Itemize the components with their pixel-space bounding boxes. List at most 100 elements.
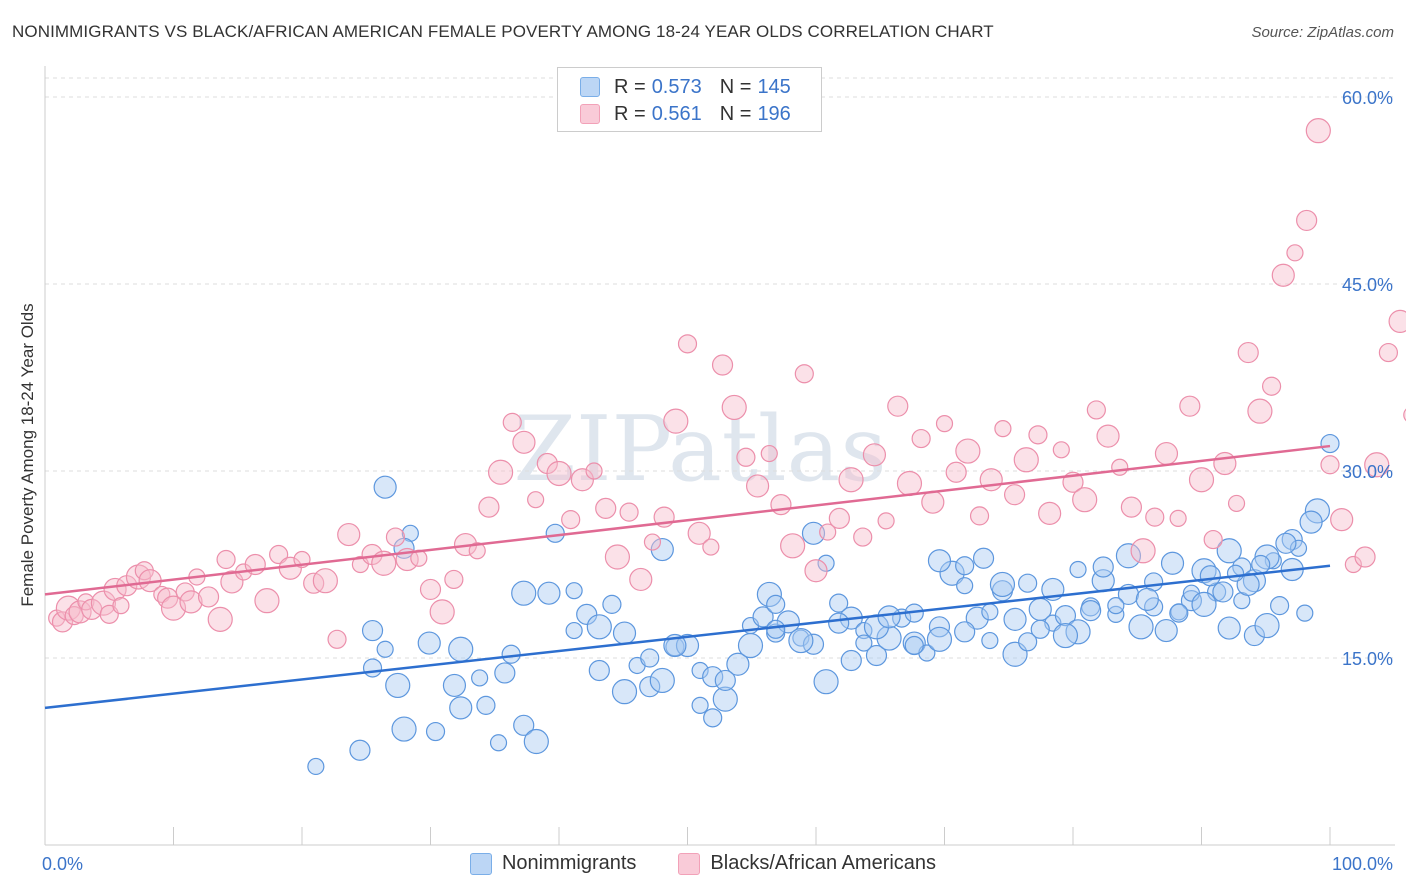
scatter-point <box>649 667 675 694</box>
scatter-point <box>853 527 873 547</box>
scatter-point <box>1299 510 1323 534</box>
scatter-point <box>691 661 709 680</box>
scatter-point <box>602 594 622 614</box>
scatter-point <box>1169 603 1189 623</box>
scatter-point <box>911 428 931 449</box>
scatter-point <box>565 582 583 600</box>
scatter-point <box>269 544 289 565</box>
scatter-point <box>512 430 536 454</box>
scatter-point <box>643 533 662 551</box>
scatter-point <box>487 459 514 485</box>
scatter-point <box>752 606 774 628</box>
scatter-point <box>1296 604 1314 622</box>
legend-r-key: R = <box>614 102 646 125</box>
legend-r-key: R = <box>614 75 646 98</box>
scatter-point <box>468 542 486 560</box>
scatter-point <box>804 559 828 583</box>
scatter-point <box>478 496 500 518</box>
scatter-point <box>489 734 508 752</box>
scatter-point <box>1086 400 1106 420</box>
scatter-point <box>1289 539 1308 557</box>
scatter-point <box>828 507 850 529</box>
scatter-point <box>981 603 999 621</box>
scatter-point <box>494 662 516 684</box>
legend-n-key: N = <box>719 102 752 125</box>
series-legend: Nonimmigrants Blacks/African Americans <box>0 852 1406 875</box>
watermark: ZIPatlas <box>513 397 886 502</box>
scatter-point <box>1354 546 1376 568</box>
pink-square-icon <box>678 852 701 875</box>
scatter-point <box>349 739 371 761</box>
scatter-point <box>51 611 74 633</box>
scatter-point <box>714 669 736 692</box>
scatter-point <box>865 644 888 667</box>
scatter-point <box>471 669 489 687</box>
scatter-point <box>373 475 397 499</box>
correlation-legend: R = 0.573 N = 145 R = 0.561 N = 196 <box>557 67 822 132</box>
scatter-point <box>1270 596 1290 616</box>
blue-swatch-icon <box>580 77 600 97</box>
scatter-point <box>513 714 535 736</box>
scatter-point <box>179 590 203 614</box>
scatter-point <box>956 577 974 595</box>
scatter-point <box>712 686 738 712</box>
scatter-point <box>1304 498 1331 524</box>
scatter-point <box>570 468 594 492</box>
scatter-point <box>449 696 473 720</box>
scatter-point <box>887 395 909 417</box>
scatter-point <box>1378 342 1399 363</box>
scatter-point <box>819 523 837 541</box>
scatter-point <box>736 447 756 467</box>
scatter-point <box>1160 551 1185 575</box>
scatter-point <box>972 547 995 569</box>
scatter-point <box>788 627 814 654</box>
scatter-point <box>527 491 545 509</box>
scatter-point <box>207 606 233 632</box>
scatter-point <box>444 569 464 590</box>
scatter-point <box>1154 618 1178 643</box>
chart-title: NONIMMIGRANTS VS BLACK/AFRICAN AMERICAN … <box>12 22 994 41</box>
scatter-point <box>675 633 700 658</box>
scatter-point <box>629 567 653 592</box>
scatter-point <box>1388 309 1406 333</box>
scatter-point <box>1096 424 1120 448</box>
scatter-point <box>337 522 361 547</box>
scatter-point <box>1018 632 1038 652</box>
scatter-point <box>588 659 610 682</box>
scatter-point <box>537 581 561 605</box>
scatter-point <box>1330 508 1354 532</box>
scatter-point <box>1080 600 1102 622</box>
scatter-point <box>896 470 923 497</box>
scatter-point <box>1344 555 1362 574</box>
scatter-point <box>711 354 734 376</box>
scatter-point <box>855 634 873 652</box>
scatter-point <box>965 606 989 630</box>
scatter-point <box>1364 452 1390 478</box>
scatter-point <box>927 549 952 573</box>
scatter-point <box>585 462 603 480</box>
scatter-point <box>417 631 441 655</box>
scatter-point <box>361 619 384 642</box>
scatter-point <box>1128 614 1154 640</box>
scatter-point <box>1038 501 1062 525</box>
scatter-point <box>401 524 419 542</box>
scatter-point <box>792 629 810 647</box>
scatter-point <box>1179 395 1201 417</box>
scatter-point <box>1030 619 1050 639</box>
scatter-point <box>1111 458 1129 476</box>
scatter-point <box>979 468 1003 492</box>
scatter-point <box>1154 441 1179 466</box>
scatter-point <box>1169 509 1187 527</box>
scatter-point <box>1018 573 1038 593</box>
scatter-point <box>1275 532 1297 554</box>
scatter-point <box>545 523 565 543</box>
y-tick-label: 60.0% <box>1342 88 1393 108</box>
scatter-point <box>604 544 631 570</box>
scatter-point <box>829 593 849 613</box>
y-tick-label: 45.0% <box>1342 275 1393 295</box>
scatter-point <box>766 619 786 639</box>
scatter-point <box>935 415 954 433</box>
legend-r-value: 0.573 <box>651 75 702 98</box>
scatter-point <box>1092 556 1114 578</box>
scatter-point <box>862 443 887 467</box>
